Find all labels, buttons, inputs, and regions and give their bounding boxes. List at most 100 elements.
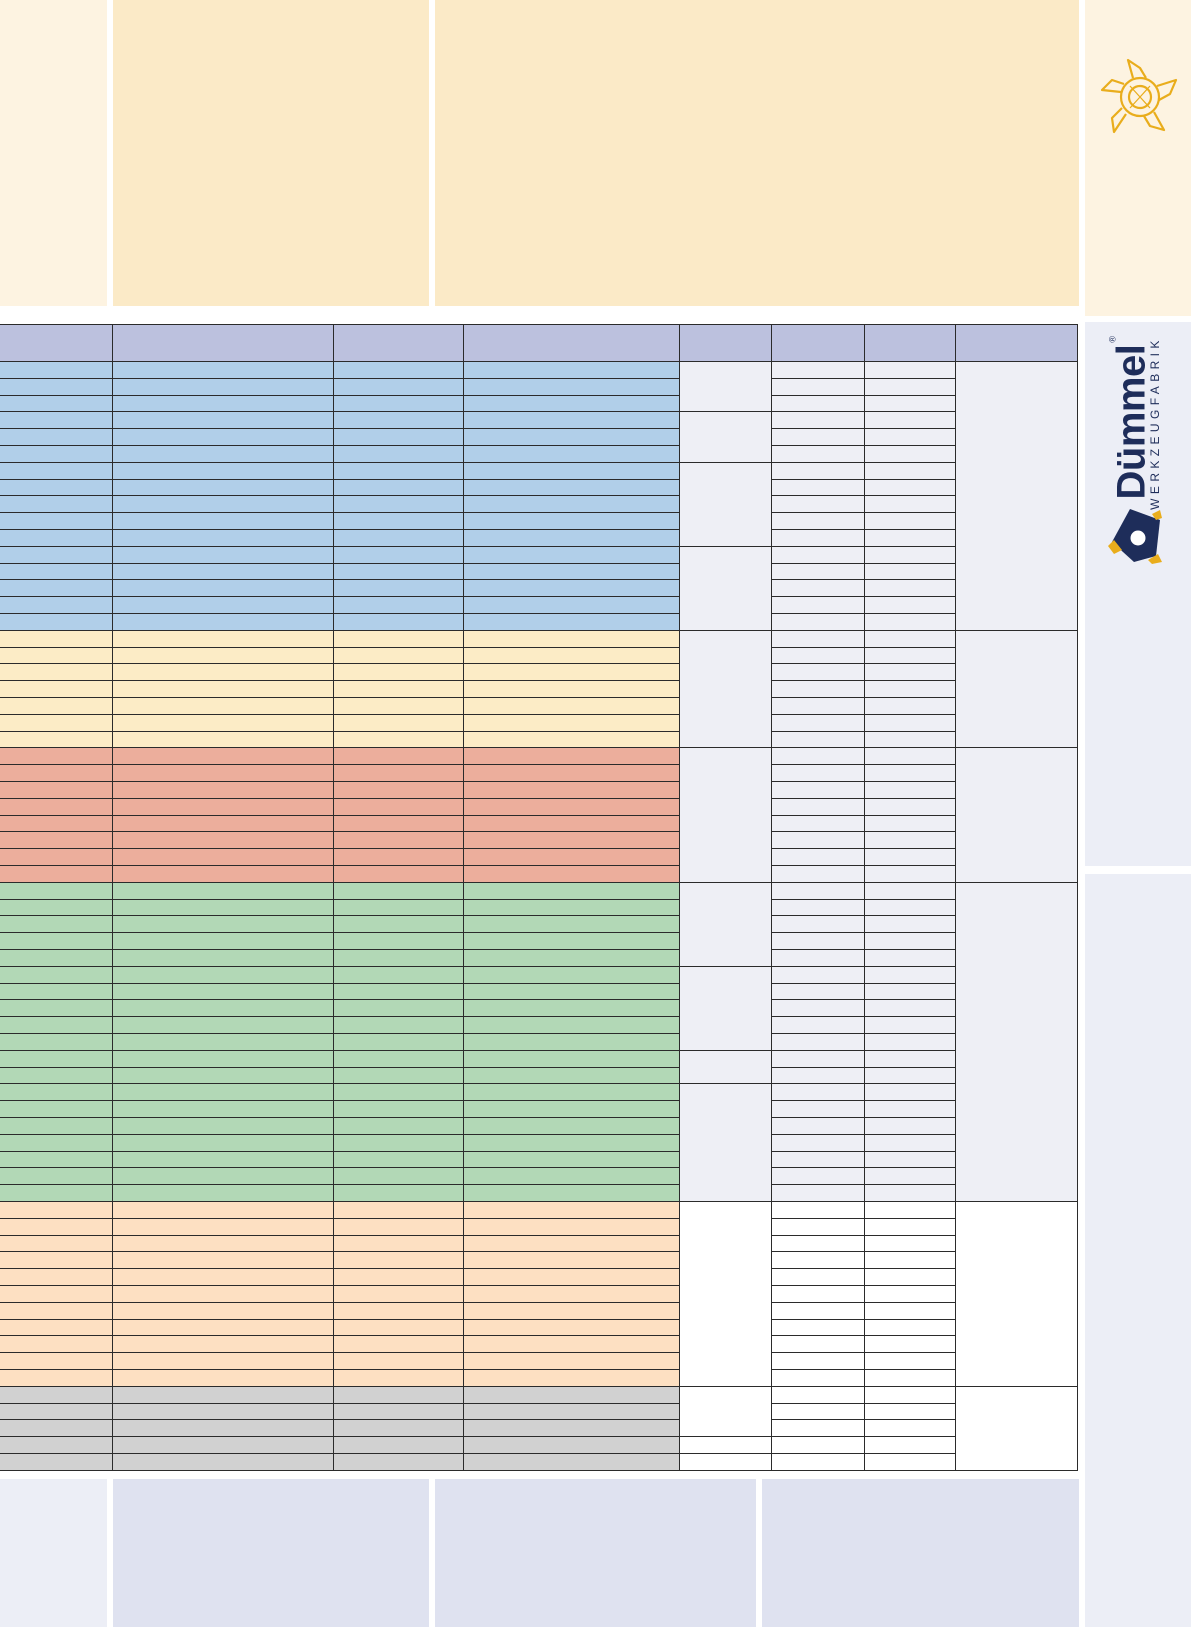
table-merged-cell bbox=[680, 1084, 772, 1202]
table-value-cell bbox=[865, 1235, 956, 1253]
table-row-cell bbox=[334, 1202, 464, 1219]
table-value-cell bbox=[865, 798, 956, 816]
table-row-cell bbox=[334, 395, 464, 413]
table-row-cell bbox=[464, 1017, 680, 1034]
table-row-cell bbox=[0, 916, 113, 934]
table-row-cell bbox=[334, 530, 464, 547]
table-row-cell bbox=[113, 429, 334, 446]
table-row-cell bbox=[464, 580, 680, 598]
table-header-cell bbox=[334, 324, 464, 362]
table-row-cell bbox=[464, 1420, 680, 1438]
table-row-cell bbox=[334, 882, 464, 900]
table-row-cell bbox=[0, 1319, 113, 1337]
table-row-cell bbox=[0, 1437, 113, 1454]
table-row-cell bbox=[113, 782, 334, 799]
table-row-cell bbox=[334, 798, 464, 816]
table-row-cell bbox=[334, 1319, 464, 1337]
table-row-cell bbox=[334, 899, 464, 917]
table-value-cell bbox=[772, 412, 865, 430]
table-row-cell bbox=[464, 1118, 680, 1135]
table-header-cell bbox=[865, 324, 956, 362]
table-row-cell bbox=[334, 866, 464, 883]
table-value-cell bbox=[772, 1067, 865, 1085]
table-value-cell bbox=[772, 479, 865, 497]
table-row-cell bbox=[334, 765, 464, 782]
table-row-cell bbox=[0, 714, 113, 732]
table-row-cell bbox=[464, 731, 680, 749]
table-value-cell bbox=[772, 1134, 865, 1152]
table-row-cell bbox=[464, 1319, 680, 1337]
table-value-cell bbox=[865, 664, 956, 682]
table-row-cell bbox=[464, 664, 680, 682]
table-value-cell bbox=[772, 950, 865, 967]
top-band-left bbox=[0, 0, 107, 306]
table-group-cell bbox=[956, 882, 1078, 1202]
table-row-cell bbox=[334, 1252, 464, 1270]
table-value-cell bbox=[772, 647, 865, 665]
table-value-cell bbox=[865, 1370, 956, 1387]
table-value-cell bbox=[772, 882, 865, 900]
table-row-cell bbox=[113, 698, 334, 715]
table-value-cell bbox=[865, 1151, 956, 1169]
table-row-cell bbox=[334, 1084, 464, 1102]
table-row-cell bbox=[464, 513, 680, 530]
table-row-cell bbox=[0, 1118, 113, 1135]
table-row-cell bbox=[113, 630, 334, 648]
table-row-cell bbox=[113, 1034, 334, 1051]
table-row-cell bbox=[113, 899, 334, 917]
table-row-cell bbox=[464, 748, 680, 766]
table-row-cell bbox=[334, 782, 464, 799]
table-row-cell bbox=[334, 1151, 464, 1169]
table-row-cell bbox=[0, 446, 113, 463]
table-row-cell bbox=[464, 429, 680, 446]
table-row-cell bbox=[334, 1370, 464, 1387]
table-row-cell bbox=[113, 362, 334, 379]
table-header-cell bbox=[0, 324, 113, 362]
table-value-cell bbox=[772, 1252, 865, 1270]
table-row-cell bbox=[334, 1336, 464, 1354]
table-value-cell bbox=[865, 916, 956, 934]
table-row-cell bbox=[464, 1185, 680, 1202]
table-row-cell bbox=[0, 1353, 113, 1370]
table-row-cell bbox=[113, 462, 334, 480]
table-value-cell bbox=[865, 1336, 956, 1354]
table-row-cell bbox=[464, 916, 680, 934]
table-row-cell bbox=[464, 1084, 680, 1102]
table-row-cell bbox=[113, 832, 334, 850]
table-value-cell bbox=[772, 1151, 865, 1169]
table-row-cell bbox=[0, 983, 113, 1001]
table-row-cell bbox=[334, 479, 464, 497]
table-merged-cell bbox=[680, 1050, 772, 1085]
table-row-cell bbox=[0, 664, 113, 682]
table-row-cell bbox=[0, 1134, 113, 1152]
table-value-cell bbox=[772, 1302, 865, 1320]
table-merged-cell bbox=[680, 1454, 772, 1471]
table-value-cell bbox=[772, 1118, 865, 1135]
table-header-cell bbox=[113, 324, 334, 362]
table-row-cell bbox=[464, 1101, 680, 1118]
table-row-cell bbox=[464, 412, 680, 430]
table-row-cell bbox=[0, 563, 113, 581]
table-value-cell bbox=[772, 815, 865, 833]
table-value-cell bbox=[865, 681, 956, 698]
table-row-cell bbox=[464, 1269, 680, 1286]
table-row-cell bbox=[113, 1336, 334, 1354]
bottom-band-2 bbox=[435, 1479, 756, 1627]
table-value-cell bbox=[865, 899, 956, 917]
table-value-cell bbox=[772, 546, 865, 564]
table-row-cell bbox=[113, 681, 334, 698]
table-row-cell bbox=[464, 1134, 680, 1152]
table-value-cell bbox=[865, 1302, 956, 1320]
table-row-cell bbox=[334, 714, 464, 732]
table-row-cell bbox=[464, 698, 680, 715]
table-row-cell bbox=[0, 1168, 113, 1186]
table-row-cell bbox=[334, 698, 464, 715]
table-row-cell bbox=[464, 765, 680, 782]
table-value-cell bbox=[865, 1067, 956, 1085]
table-row-cell bbox=[334, 1437, 464, 1454]
table-value-cell bbox=[865, 1084, 956, 1102]
bottom-band-left bbox=[0, 1479, 107, 1627]
table-value-cell bbox=[772, 1084, 865, 1102]
table-row-cell bbox=[113, 412, 334, 430]
table-value-cell bbox=[865, 1050, 956, 1068]
